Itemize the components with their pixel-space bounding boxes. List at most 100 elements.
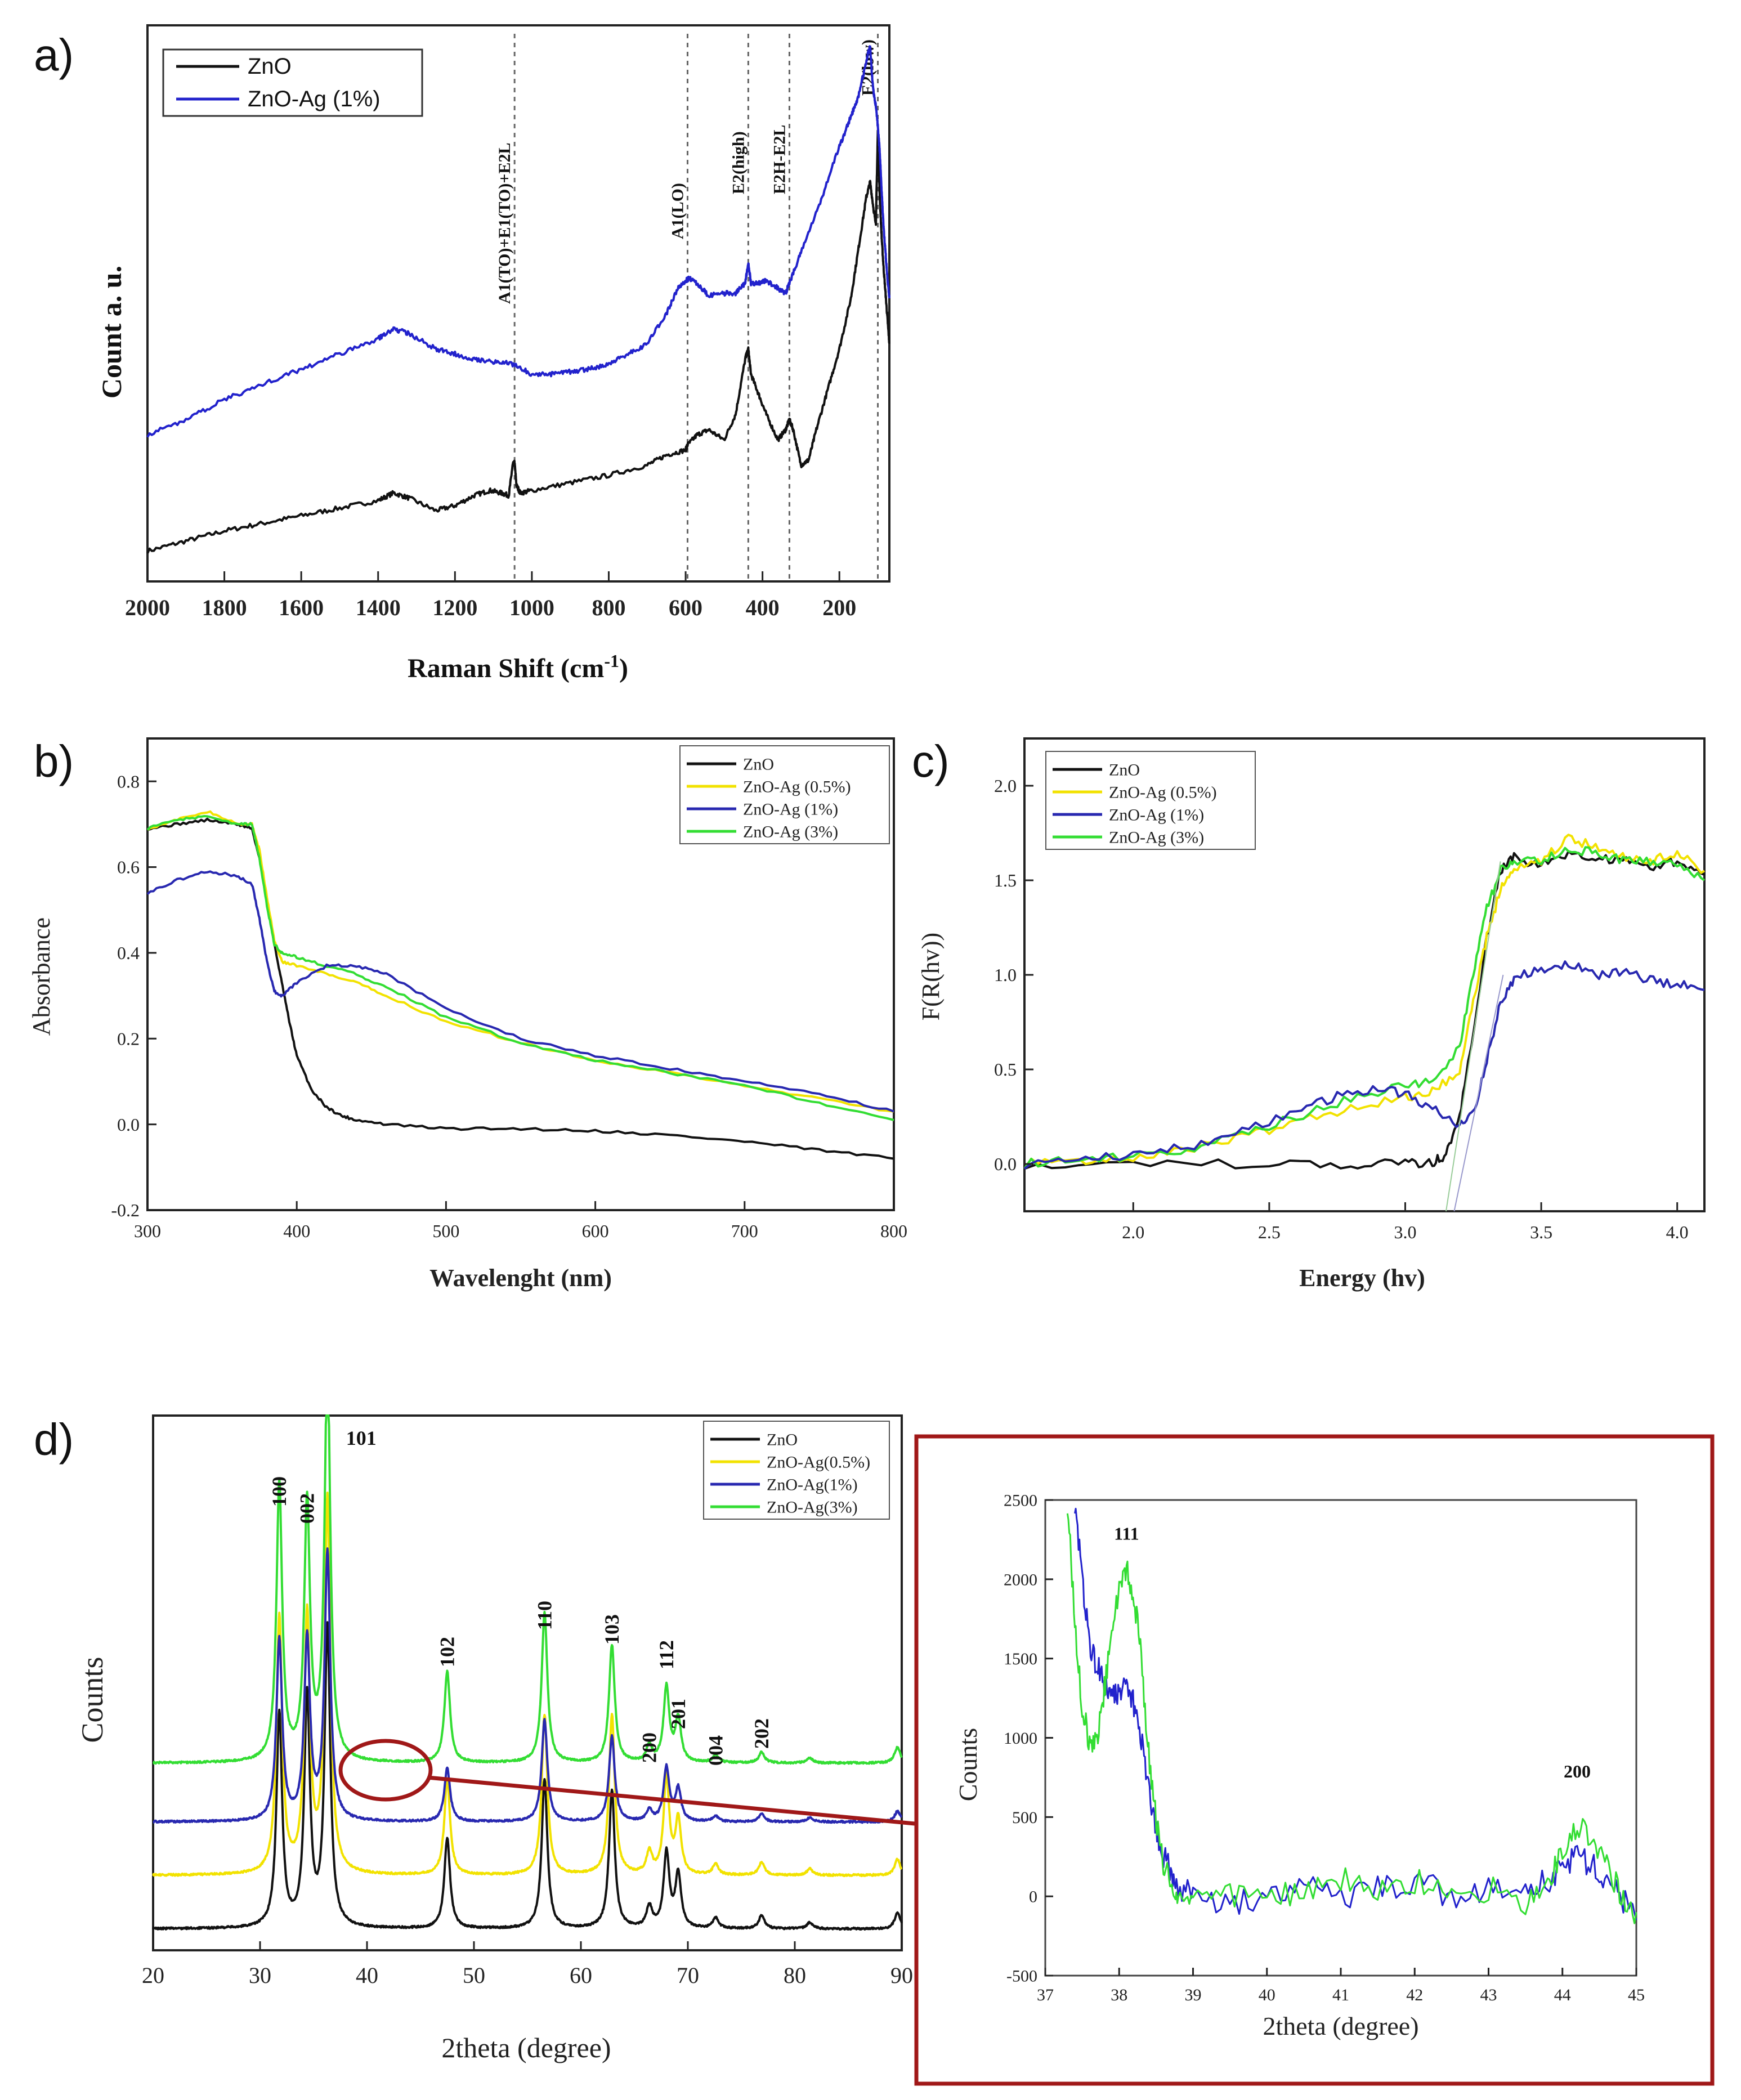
panel-a-x-title-end: ): [619, 653, 628, 683]
panel-b-legend-label-2: ZnO-Ag (1%): [743, 800, 838, 819]
panel-b-x-tick-label-3: 600: [582, 1221, 609, 1241]
inset-y-tick-label-1: 0: [1029, 1888, 1037, 1906]
panel-c-y-tick-label-2: 1.0: [994, 965, 1017, 985]
panel-d-x-tick-label-2: 40: [356, 1963, 378, 1988]
inset-series-zno-ag-1: [1074, 1507, 1637, 1920]
peak-label-201: 201: [667, 1699, 690, 1729]
panel-b-y-tick-label-1: 0.0: [117, 1114, 140, 1135]
inset-peak-labels: 111 200: [1114, 1523, 1591, 1781]
panel-b-series-zno-ag-1: [146, 870, 894, 1113]
panel-c-legend-label-0: ZnO: [1109, 761, 1140, 780]
panel-c-x-axis-title: Energy (hv): [1299, 1264, 1425, 1292]
panel-c-y-tick-label-3: 1.5: [994, 870, 1017, 890]
panel-d-x-tick-label-4: 60: [570, 1963, 592, 1988]
panel-a-x-tick-label-8: 400: [746, 595, 780, 620]
panel-c-x-tick-label-0: 2.0: [1122, 1222, 1144, 1242]
panel-b-x-ticks: 300 400 500 600 700 800: [134, 1201, 907, 1241]
panel-c-x-tick-label-1: 2.5: [1258, 1222, 1281, 1242]
peak-label-200: 200: [638, 1732, 661, 1763]
inset-x-tick-label-5: 42: [1406, 1986, 1423, 2004]
inset-y-ticks: -500 0 500 1000 1500 2000 2500: [1004, 1492, 1053, 1986]
panel-a-series-zno: [146, 129, 890, 554]
panel-b-legend: ZnO ZnO-Ag (0.5%) ZnO-Ag (1%) ZnO-Ag (3%): [679, 745, 890, 844]
panel-a-frame: [146, 24, 890, 583]
inset-peak-label-200: 200: [1564, 1761, 1591, 1781]
panel-b-series-zno-ag-3: [146, 815, 894, 1121]
panel-c-y-ticks: 0.0 0.5 1.0 1.5 2.0: [994, 776, 1033, 1174]
panel-c-y-tick-label-1: 0.5: [994, 1059, 1017, 1080]
panel-c-legend-label-2: ZnO-Ag (1%): [1109, 806, 1204, 825]
panel-a-legend: [162, 48, 423, 117]
panel-b-x-axis-title: Wavelenght (nm): [429, 1264, 612, 1292]
panel-d-legend-label-1: ZnO-Ag(0.5%): [767, 1453, 870, 1472]
inset-y-tick-label-3: 1000: [1004, 1729, 1037, 1748]
panel-b-plot: [146, 810, 894, 1160]
panel-c-legend-label-3: ZnO-Ag (3%): [1109, 829, 1204, 847]
zoom-region-ellipse: [338, 1739, 433, 1802]
inset-plot: [1066, 1507, 1637, 1924]
panel-b-y-tick-label-0: -0.2: [111, 1200, 140, 1220]
panel-b-y-tick-label-3: 0.4: [117, 943, 140, 963]
panel-d-x-tick-label-6: 80: [784, 1963, 806, 1988]
peak-label-004: 004: [704, 1735, 727, 1766]
panel-a-y-axis-title: Count a. u.: [96, 266, 127, 398]
tauc-fit-line-0: [1445, 861, 1501, 1212]
panel-b-y-ticks: -0.2 0.0 0.2 0.4 0.6 0.8: [111, 771, 156, 1220]
inset-x-tick-label-6: 43: [1480, 1986, 1497, 2004]
panel-c-legend-box: [1045, 751, 1256, 850]
panel-a-series-zno-ag-1: [146, 45, 890, 438]
panel-a-x-tick-label-7: 600: [669, 595, 702, 620]
panel-c-y-tick-label-4: 2.0: [994, 776, 1017, 796]
inset-x-ticks: 37 38 39 40 41 42 43 44 45: [1037, 1968, 1645, 2004]
panel-d-x-tick-label-1: 30: [249, 1963, 271, 1988]
legend-label-zno-ag-1: ZnO-Ag (1%): [248, 87, 381, 111]
panel-c-x-tick-label-2: 3.0: [1394, 1222, 1416, 1242]
peak-label-100: 100: [268, 1476, 290, 1507]
panel-b-frame: [146, 737, 895, 1211]
panel-b-legend-box: [679, 745, 890, 844]
mode-label-1: A1(LO): [668, 183, 687, 239]
inset-series-zno-ag-3: [1066, 1513, 1637, 1924]
panel-c-x-tick-label-4: 4.0: [1666, 1222, 1689, 1242]
panel-a: a) A1(TO)+E1(TO)+E2L A1(LO) E2(high) E2H-E2…: [34, 24, 890, 683]
panel-d-legend: ZnO ZnO-Ag(0.5%) ZnO-Ag(1%) ZnO-Ag(3%): [703, 1421, 890, 1520]
peak-label-103: 103: [601, 1614, 623, 1645]
panel-c-plot: [1023, 834, 1706, 1212]
panel-b-legend-label-0: ZnO: [743, 755, 774, 774]
panel-b-x-tick-label-1: 400: [283, 1221, 310, 1241]
inset-peak-label-111: 111: [1114, 1523, 1139, 1543]
inset-x-tick-label-8: 45: [1628, 1986, 1645, 2004]
panel-b-y-tick-label-4: 0.6: [117, 857, 140, 877]
panel-d-x-tick-label-7: 90: [890, 1963, 913, 1988]
panel-c-letter: c): [912, 736, 950, 786]
inset-y-tick-label-0: -500: [1006, 1967, 1037, 1986]
panel-a-x-tick-label-0: 2000: [125, 595, 170, 620]
panel-d-x-tick-label-0: 20: [142, 1963, 164, 1988]
panel-d-x-ticks: 20 30 40 50 60 70 80 90: [142, 1941, 913, 1988]
panel-c-x-ticks: 2.0 2.5 3.0 3.5 4.0: [1122, 1202, 1689, 1242]
panel-a-x-tick-label-6: 800: [592, 595, 625, 620]
mode-label-0: A1(TO)+E1(TO)+E2L: [495, 143, 514, 304]
panel-a-letter: a): [34, 30, 74, 80]
panel-d-x-tick-label-5: 70: [677, 1963, 699, 1988]
panel-a-x-tick-label-2: 1600: [279, 595, 324, 620]
panel-a-x-tick-label-4: 1200: [432, 595, 477, 620]
inset-x-tick-label-4: 41: [1332, 1986, 1349, 2004]
panel-c-y-tick-label-0: 0.0: [994, 1154, 1017, 1174]
panel-a-x-tick-label-3: 1400: [356, 595, 401, 620]
panel-a-x-ticks: 2000 1800 1600 1400 1200 1000 800 600 400 200: [125, 571, 856, 620]
legend-label-zno: ZnO: [248, 54, 292, 79]
panel-a-x-title-main: Raman Shift (cm: [408, 653, 604, 683]
peak-label-112: 112: [655, 1640, 678, 1669]
panel-d-legend-label-3: ZnO-Ag(3%): [767, 1498, 858, 1517]
inset-x-tick-label-3: 40: [1259, 1986, 1275, 2004]
inset-y-tick-label-6: 2500: [1004, 1492, 1037, 1510]
peak-label-101: 101: [346, 1427, 377, 1449]
peak-label-102: 102: [436, 1637, 459, 1667]
peak-label-202: 202: [750, 1718, 773, 1749]
panel-b-letter: b): [34, 736, 74, 786]
peak-label-110: 110: [533, 1601, 556, 1630]
panel-d-series-zno-ag-3: [152, 1414, 903, 1765]
panel-d-letter: d): [34, 1414, 74, 1465]
